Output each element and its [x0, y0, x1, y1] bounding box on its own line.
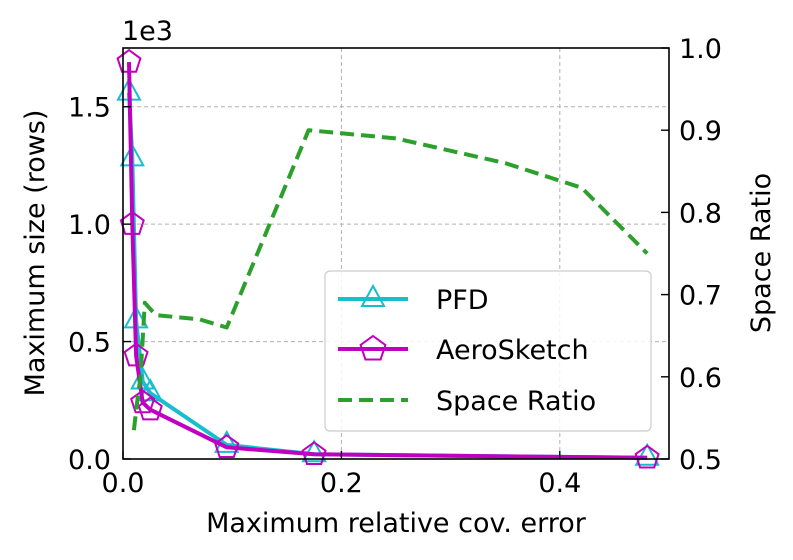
data-point-aerosketch	[634, 444, 660, 469]
x-tick-label: 0.2	[320, 468, 363, 499]
data-point-aerosketch	[116, 48, 142, 73]
data-point-pfd	[301, 439, 327, 463]
data-point-aerosketch	[214, 434, 240, 458]
data-point-aerosketch	[130, 389, 156, 414]
data-point-aerosketch	[301, 441, 327, 465]
data-point-pfd	[214, 429, 240, 453]
y-tick-label: 1.0	[68, 210, 111, 241]
legend-box	[324, 270, 652, 432]
x-tick-label: 0.0	[102, 468, 145, 499]
y-axis-label: Maximum size (rows)	[20, 110, 51, 397]
series-line-aerosketch	[127, 62, 648, 460]
y2-tick-label: 1.0	[679, 34, 722, 65]
y2-tick-label: 0.8	[679, 198, 722, 229]
y2-axis-label: Space Ratio	[746, 173, 777, 333]
y2-tick-label: 0.9	[679, 116, 722, 147]
data-point-pfd	[634, 442, 660, 466]
plot-frame	[122, 47, 670, 460]
y2-tick-label: 0.5	[679, 445, 722, 476]
y2-tick-label: 0.7	[679, 281, 722, 312]
legend-marker-pfd	[360, 283, 386, 307]
y-offset-label: 1e3	[122, 16, 173, 47]
series-layer	[116, 48, 660, 469]
data-point-aerosketch	[137, 396, 163, 421]
data-point-aerosketch	[123, 342, 149, 367]
legend: PFD AeroSketch Space Ratio	[324, 270, 652, 432]
series-line-space-ratio	[131, 128, 649, 431]
legend-marker-aerosketch	[359, 334, 387, 361]
y-tick-label: 1.5	[68, 93, 111, 124]
legend-label-aerosketch: AeroSketch	[436, 335, 589, 366]
x-tick-label: 0.4	[538, 468, 581, 499]
y2-tick-label: 0.6	[679, 363, 722, 394]
x-axis-label: Maximum relative cov. error	[206, 508, 587, 539]
ticks: 0.0 0.2 0.4 0.0 0.5 1.0 1.5 0.5 0.6 0.7 0.8 0.9 1.0	[68, 34, 722, 499]
y-tick-label: 0.0	[68, 445, 111, 476]
legend-label-pfd: PFD	[436, 285, 489, 316]
y-tick-label: 0.5	[68, 328, 111, 359]
data-point-pfd	[137, 378, 163, 402]
legend-label-space-ratio: Space Ratio	[436, 386, 596, 417]
